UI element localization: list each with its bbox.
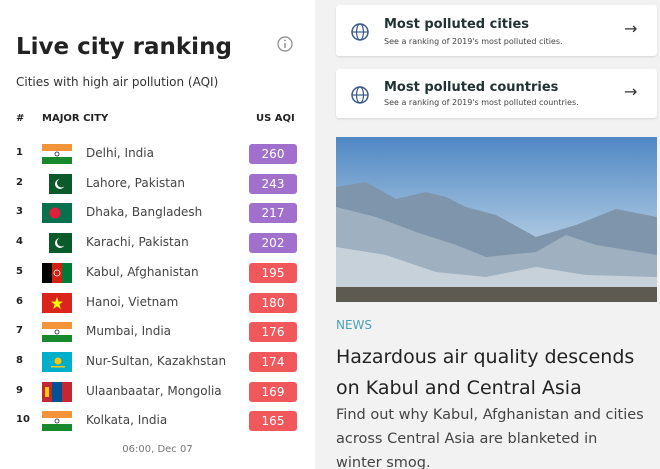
aqi-badge: 260 — [249, 144, 297, 164]
rank: 1 — [16, 147, 23, 158]
timestamp: 06:00, Dec 07 — [122, 444, 193, 455]
aqi-badge: 195 — [249, 262, 297, 283]
flag-icon — [42, 292, 72, 313]
flag-icon — [42, 144, 72, 164]
flag-icon — [42, 233, 72, 254]
globe-icon — [351, 86, 369, 104]
flag-icon — [42, 381, 72, 402]
flag-icon — [42, 322, 72, 343]
side-panel: Most polluted cities See a ranking of 20… — [315, 0, 660, 469]
rank: 9 — [16, 384, 23, 396]
city-name: Delhi, India — [86, 146, 154, 160]
header-city: MAJOR CITY — [42, 113, 109, 124]
info-icon[interactable] — [276, 35, 294, 53]
link-title: Most polluted countries — [384, 80, 559, 95]
city-name: Mumbai, India — [86, 324, 172, 339]
city-name: Kolkata, India — [86, 413, 168, 428]
header-aqi: US AQI — [256, 113, 295, 124]
aqi-badge: 174 — [249, 351, 297, 372]
globe-icon — [351, 23, 369, 41]
news-label: NEWS — [336, 318, 373, 332]
aqi-badge: 180 — [249, 292, 297, 313]
link-subtitle: See a ranking of 2019's most polluted co… — [384, 98, 579, 107]
aqi-badge: 176 — [249, 322, 297, 343]
flag-icon — [42, 173, 72, 194]
rank: 6 — [16, 295, 23, 307]
aqi-badge: 165 — [249, 411, 297, 432]
rank: 5 — [16, 265, 23, 277]
link-card[interactable]: Most polluted countries See a ranking of… — [336, 69, 657, 118]
flag-icon — [42, 262, 72, 283]
news-body: Find out why Kabul, Afghanistan and citi… — [336, 407, 644, 469]
city-name: Karachi, Pakistan — [86, 235, 189, 250]
arrow-icon: → — [624, 82, 638, 101]
flag-icon — [42, 411, 72, 432]
rank: 10 — [16, 414, 30, 426]
link-card[interactable]: Most polluted cities See a ranking of 20… — [336, 5, 657, 56]
rank: 3 — [16, 206, 23, 218]
rank: 7 — [16, 325, 23, 337]
aqi-badge: 169 — [249, 381, 297, 402]
rank: 2 — [16, 176, 23, 188]
city-name: Dhaka, Bangladesh — [86, 205, 203, 220]
subtitle: Cities with high air pollution (AQI) — [16, 75, 219, 89]
news-image[interactable] — [336, 137, 657, 302]
link-title: Most polluted cities — [384, 17, 529, 32]
flag-icon — [42, 351, 72, 372]
title: Live city ranking — [16, 34, 232, 60]
aqi-badge: 243 — [249, 173, 297, 194]
link-subtitle: See a ranking of 2019's most polluted ci… — [384, 37, 563, 46]
aqi-badge: 217 — [249, 203, 297, 224]
flag-icon — [42, 203, 72, 224]
city-name: Hanoi, Vietnam — [86, 294, 179, 309]
rank: 8 — [16, 354, 23, 366]
arrow-icon: → — [624, 19, 638, 38]
news-headline[interactable]: Hazardous air quality descends on Kabul … — [336, 346, 635, 399]
rank: 4 — [16, 236, 23, 248]
city-name: Lahore, Pakistan — [86, 175, 185, 190]
city-name: Nur-Sultan, Kazakhstan — [86, 353, 227, 368]
header-rank: # — [16, 113, 25, 124]
city-name: Kabul, Afghanistan — [86, 264, 199, 279]
city-name: Ulaanbaatar, Mongolia — [86, 383, 222, 398]
aqi-badge: 202 — [249, 233, 297, 254]
